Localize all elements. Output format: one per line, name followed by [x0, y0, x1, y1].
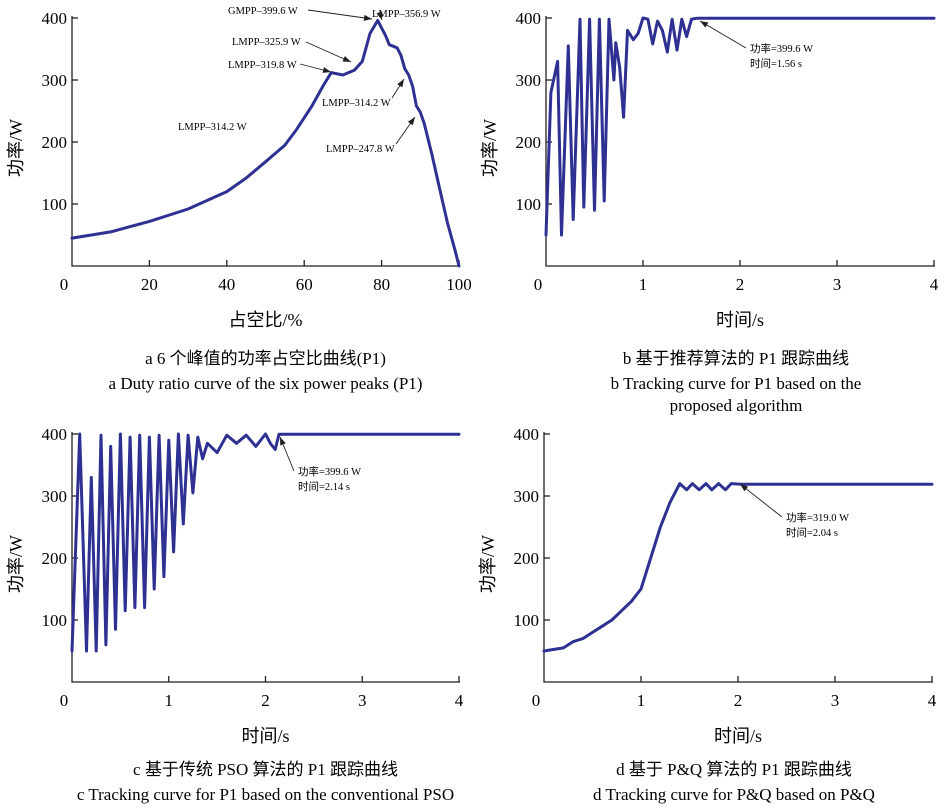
x-tick-label: 3 — [831, 691, 840, 710]
annotation-label: LMPP–356.9 W — [372, 9, 441, 20]
annotation-arrow — [699, 20, 747, 49]
y-tick-label: 100 — [42, 611, 68, 630]
annotation-arrowhead — [322, 67, 331, 73]
annotation-arrow — [305, 41, 352, 63]
caption-chinese: a 6 个峰值的功率占空比曲线(P1) — [145, 349, 386, 368]
y-tick-label: 100 — [516, 195, 542, 214]
annotation-arrow — [739, 483, 783, 518]
chart-panel-d: 0 1 2 3 4 100 200 300 400 时间/s 功率/W 功率=319.0 W 时间=2.… — [478, 425, 937, 804]
annotation-label: 功率=399.6 W — [750, 42, 813, 55]
x-tick-label: 1 — [639, 275, 648, 294]
y-axis-label: 功率/W — [6, 119, 26, 177]
series-line — [544, 16, 936, 237]
annotation-label: LMPP–325.9 W — [232, 37, 301, 48]
caption-english: b Tracking curve for P1 based on the — [611, 374, 862, 393]
y-tick-label: 300 — [514, 487, 540, 506]
y-axis-label: 功率/W — [478, 535, 498, 593]
caption-english: c Tracking curve for P1 based on the con… — [77, 785, 454, 804]
annotation-label: GMPP–399.6 W — [228, 6, 298, 17]
x-tick-label: 4 — [930, 275, 939, 294]
x-tick-label: 40 — [218, 275, 235, 294]
y-tick-label: 400 — [42, 9, 68, 28]
x-tick-label: 2 — [261, 691, 270, 710]
x-tick-label: 20 — [141, 275, 158, 294]
annotation-arrowhead — [397, 79, 404, 88]
annotation-label: LMPP–314.2 W — [178, 122, 247, 133]
x-tick-label: 0 — [534, 275, 543, 294]
y-tick-label: 300 — [516, 71, 542, 90]
annotation-label: LMPP–319.8 W — [228, 60, 297, 71]
x-tick-label: 4 — [455, 691, 464, 710]
x-tick-label: 0 — [532, 691, 541, 710]
axes — [71, 16, 460, 267]
x-tick-label: 2 — [734, 691, 743, 710]
annotation-label: 时间=1.56 s — [750, 57, 802, 70]
axes — [545, 16, 935, 267]
x-tick-label: 0 — [60, 275, 69, 294]
annotation-label: LMPP–247.8 W — [326, 144, 395, 155]
y-tick-label: 300 — [42, 487, 68, 506]
x-tick-label: 100 — [446, 275, 472, 294]
caption-english: a Duty ratio curve of the six power peak… — [109, 374, 423, 393]
caption-chinese: c 基于传统 PSO 算法的 P1 跟踪曲线 — [133, 760, 398, 779]
x-axis-label: 时间/s — [714, 726, 762, 746]
caption-chinese: d 基于 P&Q 算法的 P1 跟踪曲线 — [616, 760, 852, 779]
x-tick-label: 4 — [928, 691, 937, 710]
annotation-label: LMPP–314.2 W — [322, 98, 391, 109]
chart-panel-c: 0 1 2 3 4 100 200 300 400 时间/s 功率/W 功率=399.6 W 时间=2.… — [6, 425, 464, 804]
y-tick-label: 400 — [514, 425, 540, 444]
annotation-label: 时间=2.14 s — [298, 480, 350, 493]
annotation-arrowhead — [363, 14, 372, 21]
annotation-label: 时间=2.04 s — [786, 526, 838, 539]
series-line — [70, 432, 461, 653]
y-tick-label: 200 — [42, 549, 68, 568]
annotation-arrowhead — [280, 437, 286, 446]
y-tick-label: 100 — [42, 195, 68, 214]
x-tick-label: 3 — [358, 691, 367, 710]
series-line — [542, 482, 934, 653]
y-tick-label: 200 — [42, 133, 68, 152]
x-tick-label: 80 — [373, 275, 390, 294]
y-tick-label: 200 — [514, 549, 540, 568]
series-line — [70, 19, 461, 268]
y-tick-label: 200 — [516, 133, 542, 152]
annotation-arrowhead — [376, 11, 383, 20]
axes — [71, 432, 460, 683]
y-axis-label: 功率/W — [480, 119, 500, 177]
x-tick-label: 60 — [296, 275, 313, 294]
caption-chinese: b 基于推荐算法的 P1 跟踪曲线 — [623, 349, 849, 368]
caption-english: d Tracking curve for P&Q based on P&Q — [593, 785, 875, 804]
x-tick-label: 1 — [165, 691, 174, 710]
x-tick-label: 1 — [637, 691, 646, 710]
annotation-arrowhead — [407, 117, 415, 126]
y-tick-label: 400 — [516, 9, 542, 28]
y-tick-label: 400 — [42, 425, 68, 444]
x-tick-label: 2 — [736, 275, 745, 294]
chart-panel-a: 0 20 40 60 80 100 100 200 300 400 占空比/% 功率/W GMPP–39… — [6, 6, 472, 393]
annotation-arrow — [307, 9, 373, 20]
y-axis-label: 功率/W — [6, 535, 26, 593]
x-axis-label: 时间/s — [716, 310, 764, 330]
x-axis-label: 占空比/% — [229, 310, 303, 330]
caption-english: proposed algorithm — [670, 396, 803, 415]
annotation-arrowhead — [700, 21, 709, 28]
annotation-arrowhead — [740, 484, 749, 492]
x-tick-label: 3 — [833, 275, 842, 294]
chart-panel-b: 0 1 2 3 4 100 200 300 400 时间/s 功率/W 功率=399.6 W 时间=1.… — [480, 9, 939, 415]
x-tick-label: 0 — [60, 691, 69, 710]
annotation-label: 功率=399.6 W — [298, 465, 361, 478]
y-tick-label: 300 — [42, 71, 68, 90]
x-axis-label: 时间/s — [241, 726, 289, 746]
annotation-label: 功率=319.0 W — [786, 511, 849, 524]
annotation-arrowhead — [342, 56, 351, 62]
y-tick-label: 100 — [514, 611, 540, 630]
axes — [543, 432, 933, 683]
